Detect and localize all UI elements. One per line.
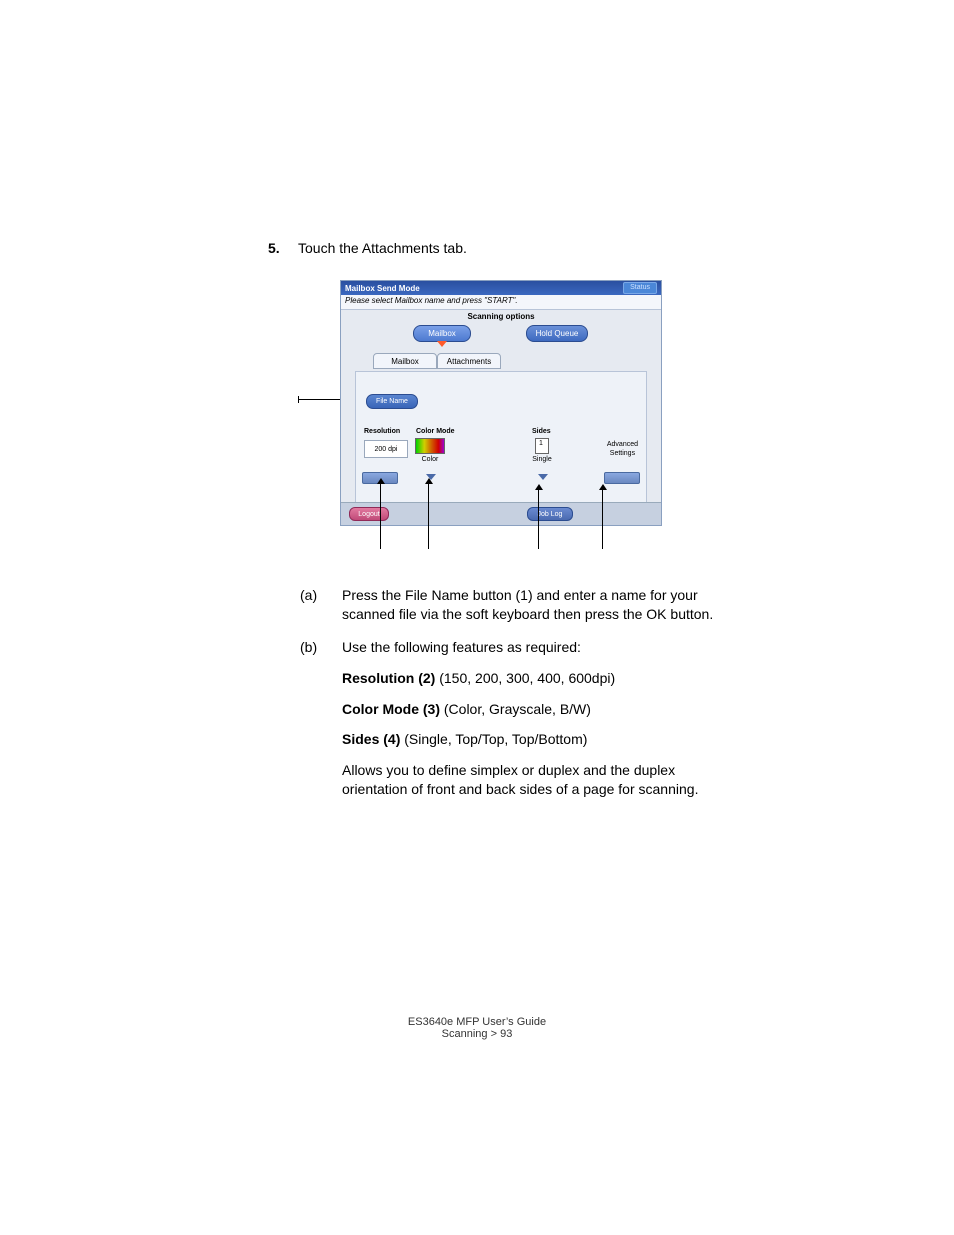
substep-a-label: (a) (300, 586, 342, 624)
substep-b-intro: Use the following features as required: (342, 638, 730, 657)
sides-value: Single (532, 456, 551, 463)
label-resolution: Resolution (364, 428, 416, 435)
step-5-row: 5. Touch the Attachments tab. (268, 240, 467, 256)
callout-arrow-4 (538, 490, 539, 549)
color-mode-value: Color (422, 456, 439, 463)
screenshot-instruction: Please select Mailbox name and press "ST… (341, 295, 661, 310)
step-5-number: 5. (268, 240, 298, 256)
chip-advanced[interactable] (604, 472, 640, 484)
feature-sides-desc: Allows you to define simplex or duplex a… (342, 761, 730, 799)
feature-sides-rest: (Single, Top/Top, Top/Bottom) (400, 731, 587, 747)
callout-arrow-5 (602, 490, 603, 549)
screenshot-bottom-bar: Logout Job Log (341, 502, 661, 525)
callout-arrow-2 (380, 484, 381, 549)
callout-arrow-1-tail (298, 396, 299, 403)
advanced-settings-link[interactable]: Advanced Settings (607, 440, 638, 458)
scanning-options-label: Scanning options (341, 310, 661, 321)
dropdown-sides-icon[interactable] (538, 474, 548, 480)
option-labels-row: Resolution Color Mode Sides (356, 428, 646, 435)
color-swatch-icon (415, 438, 445, 454)
tab-attachments[interactable]: Attachments (437, 353, 501, 369)
substep-b: (b) Use the following features as requir… (300, 638, 730, 811)
resolution-value-box[interactable]: 200 dpi (364, 440, 408, 458)
primary-tabs: Mailbox Hold Queue (341, 321, 661, 353)
tab-mailbox-primary[interactable]: Mailbox (413, 325, 471, 342)
substep-a-text: Press the File Name button (1) and enter… (342, 586, 730, 624)
callout-arrow-3 (428, 484, 429, 549)
attachments-panel: File Name Resolution Color Mode Sides 20… (355, 371, 647, 515)
job-log-button[interactable]: Job Log (527, 507, 573, 521)
feature-color-bold: Color Mode (3) (342, 701, 440, 717)
sides-box[interactable]: Single (528, 438, 556, 466)
logout-button[interactable]: Logout (349, 507, 389, 521)
substep-b-label: (b) (300, 638, 342, 811)
options-row: 200 dpi Color Single Advanced Settings (356, 438, 646, 474)
label-sides: Sides (532, 428, 572, 435)
feature-resolution-bold: Resolution (2) (342, 670, 435, 686)
page-footer: ES3640e MFP User’s Guide Scanning > 93 (0, 1016, 954, 1040)
page-root: 5. Touch the Attachments tab. Mailbox Se… (0, 0, 954, 1235)
substep-list: (a) Press the File Name button (1) and e… (300, 586, 730, 825)
screenshot-titlebar: Mailbox Send Mode Status (341, 281, 661, 295)
mfp-screenshot: Mailbox Send Mode Status Please select M… (340, 280, 662, 526)
file-name-button[interactable]: File Name (366, 394, 418, 409)
status-button[interactable]: Status (623, 282, 657, 294)
label-color-mode: Color Mode (416, 428, 472, 435)
tab-hold-queue[interactable]: Hold Queue (526, 325, 588, 342)
tab-mailbox-secondary[interactable]: Mailbox (373, 353, 437, 369)
footer-line2: Scanning > 93 (0, 1028, 954, 1040)
footer-line1: ES3640e MFP User’s Guide (0, 1016, 954, 1028)
substep-b-body: Use the following features as required: … (342, 638, 730, 811)
advanced-line1: Advanced (607, 441, 638, 448)
selected-tab-indicator (437, 341, 447, 347)
feature-resolution: Resolution (2) (150, 200, 300, 400, 600d… (342, 669, 730, 688)
color-mode-box[interactable]: Color (412, 438, 448, 466)
feature-sides-bold: Sides (4) (342, 731, 400, 747)
feature-sides: Sides (4) (Single, Top/Top, Top/Bottom) (342, 730, 730, 749)
advanced-line2: Settings (610, 450, 635, 457)
secondary-tabs: Mailbox Attachments (341, 353, 661, 371)
step-5-text: Touch the Attachments tab. (298, 240, 467, 256)
sides-single-icon (535, 438, 549, 454)
feature-resolution-rest: (150, 200, 300, 400, 600dpi) (435, 670, 615, 686)
substep-a: (a) Press the File Name button (1) and e… (300, 586, 730, 624)
screenshot-title: Mailbox Send Mode (345, 284, 420, 293)
feature-color-rest: (Color, Grayscale, B/W) (440, 701, 591, 717)
feature-color-mode: Color Mode (3) (Color, Grayscale, B/W) (342, 700, 730, 719)
